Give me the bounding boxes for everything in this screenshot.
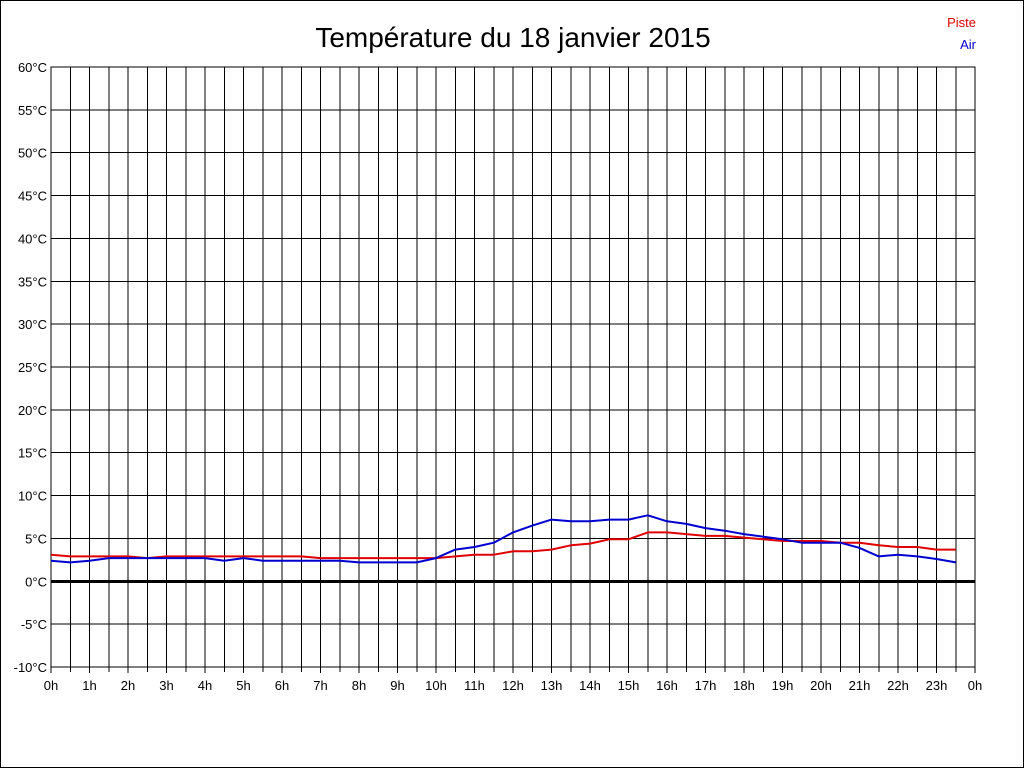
x-tick-label: 18h: [733, 678, 755, 693]
legend: Piste Air: [947, 15, 977, 52]
x-tick-label: 0h: [44, 678, 58, 693]
x-tick-label: 3h: [159, 678, 173, 693]
x-tick-label: 10h: [425, 678, 447, 693]
series-line-piste: [50, 531, 956, 560]
series-line-air: [50, 514, 956, 564]
x-tick-label: 17h: [695, 678, 717, 693]
x-tick-label: 5h: [236, 678, 250, 693]
x-tick-label: 15h: [618, 678, 640, 693]
y-tick-label: 20°C: [18, 403, 47, 418]
y-tick-label: -10°C: [14, 660, 47, 675]
chart-title: Température du 18 janvier 2015: [315, 22, 710, 53]
y-tick-label: 5°C: [25, 531, 47, 546]
axis-labels: 60°C 55°C 50°C 45°C 40°C 35°C 30°C 25°C 20°C 15°C…: [14, 60, 983, 693]
y-tick-label: 35°C: [18, 274, 47, 289]
x-tick-label: 6h: [275, 678, 289, 693]
x-tick-label: 14h: [579, 678, 601, 693]
y-tick-label: 25°C: [18, 360, 47, 375]
y-tick-label: 10°C: [18, 489, 47, 504]
x-tick-label: 12h: [502, 678, 524, 693]
x-tick-label: 19h: [772, 678, 794, 693]
x-tick-label: 20h: [810, 678, 832, 693]
y-tick-label: -5°C: [21, 617, 47, 632]
x-tick-label: 1h: [82, 678, 96, 693]
y-tick-label: 40°C: [18, 231, 47, 246]
x-tick-label: 0h: [968, 678, 982, 693]
x-tick-label: 13h: [541, 678, 563, 693]
grid: [50, 66, 976, 673]
y-tick-label: 50°C: [18, 146, 47, 161]
x-tick-label: 23h: [926, 678, 948, 693]
y-tick-label: 55°C: [18, 103, 47, 118]
y-tick-label: 30°C: [18, 317, 47, 332]
y-tick-label: 15°C: [18, 446, 47, 461]
x-tick-label: 16h: [656, 678, 678, 693]
y-tick-label: 60°C: [18, 60, 47, 75]
legend-entry-piste: Piste: [947, 15, 976, 30]
x-tick-label: 22h: [887, 678, 909, 693]
y-tick-label: 45°C: [18, 189, 47, 204]
plot-border: [50, 66, 976, 668]
y-tick-label: 0°C: [25, 574, 47, 589]
x-tick-label: 4h: [198, 678, 212, 693]
x-tick-label: 21h: [849, 678, 871, 693]
x-tick-label: 11h: [464, 678, 485, 693]
x-tick-label: 9h: [390, 678, 404, 693]
x-tick-label: 8h: [352, 678, 366, 693]
series-lines: [50, 514, 956, 564]
x-tick-label: 2h: [121, 678, 135, 693]
x-tick-label: 7h: [313, 678, 327, 693]
legend-entry-air: Air: [960, 37, 977, 52]
